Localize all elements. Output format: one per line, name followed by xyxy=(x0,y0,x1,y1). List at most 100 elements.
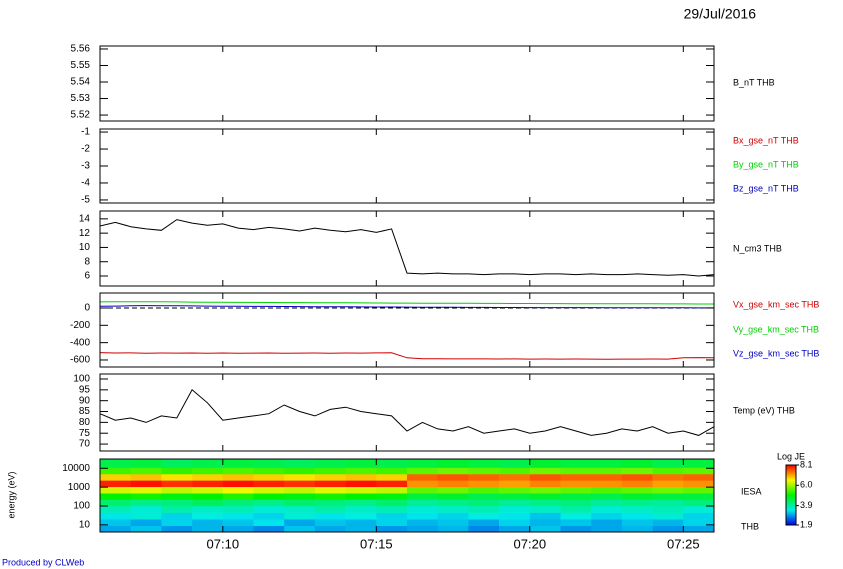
colorbar-step xyxy=(786,515,796,517)
series-line xyxy=(99,301,714,305)
y-tick-label: -3 xyxy=(81,161,90,172)
series-line xyxy=(99,389,715,436)
colorbar-step xyxy=(786,509,796,511)
heat-cell xyxy=(314,486,346,494)
y-tick-label: 12 xyxy=(79,228,91,239)
heat-cell xyxy=(499,525,531,533)
heat-cell xyxy=(253,499,285,507)
legend-label: N_cm3 THB xyxy=(733,243,782,253)
y-tick-label: 6 xyxy=(84,271,90,282)
heat-cell xyxy=(591,480,623,488)
heat-cell xyxy=(560,499,592,507)
heat-cell xyxy=(222,499,254,507)
heat-cell xyxy=(499,499,531,507)
heat-cell xyxy=(376,493,408,500)
heat-cell xyxy=(130,506,162,513)
colorbar-step xyxy=(786,518,796,520)
colorbar-step xyxy=(786,507,796,509)
heat-cell xyxy=(499,467,531,475)
heat-cell xyxy=(376,480,408,488)
heat-cell xyxy=(161,519,193,527)
heat-cell xyxy=(560,512,592,520)
heat-cell xyxy=(130,480,162,488)
heat-cell xyxy=(468,467,500,475)
colorbar-step xyxy=(786,465,796,467)
heat-cell xyxy=(468,493,500,500)
y-tick-label: 85 xyxy=(79,406,91,417)
heat-cell xyxy=(683,480,715,488)
colorbar-step xyxy=(786,504,796,506)
heat-cell xyxy=(376,499,408,507)
heat-cell xyxy=(407,473,438,481)
y-tick-label: 10000 xyxy=(62,463,90,474)
y-tick-label: 100 xyxy=(73,374,90,385)
heat-cell xyxy=(529,459,561,468)
heat-cell xyxy=(652,480,684,488)
heat-cell xyxy=(560,467,592,475)
legend-label: Bz_gse_nT THB xyxy=(733,183,799,193)
legend-label: Vy_gse_km_sec THB xyxy=(733,324,819,334)
heat-cell xyxy=(253,519,285,527)
heat-cell xyxy=(253,467,285,475)
heat-cell xyxy=(407,459,438,468)
heat-cell xyxy=(161,459,193,468)
heat-cell xyxy=(376,525,408,533)
y-tick-label: 0 xyxy=(84,303,90,314)
heat-cell xyxy=(376,459,408,468)
heat-cell xyxy=(499,486,531,494)
heat-cell xyxy=(652,519,684,527)
heat-cell xyxy=(192,467,224,475)
heat-cell xyxy=(560,519,592,527)
heat-cell xyxy=(284,519,316,527)
heat-cell xyxy=(100,473,131,481)
colorbar-step xyxy=(786,485,796,487)
heat-cell xyxy=(130,493,162,500)
x-tick-label: 07:25 xyxy=(667,536,700,551)
heat-cell xyxy=(161,467,193,475)
heat-cell xyxy=(253,473,285,481)
x-tick-label: 07:20 xyxy=(514,536,547,551)
colorbar-step xyxy=(786,516,796,518)
heat-cell xyxy=(314,480,346,488)
heat-cell xyxy=(652,525,684,533)
colorbar-step xyxy=(786,521,796,523)
heat-cell xyxy=(407,519,438,527)
colorbar-step xyxy=(786,486,796,488)
colorbar-step xyxy=(786,471,796,473)
heat-cell xyxy=(192,473,224,481)
heat-cell xyxy=(652,473,684,481)
heat-cell xyxy=(345,525,377,533)
heat-cell xyxy=(683,525,715,533)
heat-cell xyxy=(314,473,346,481)
colorbar-tick-label: 3.9 xyxy=(800,500,813,510)
heat-cell xyxy=(468,473,500,481)
colorbar-step xyxy=(786,494,796,496)
heat-cell xyxy=(130,525,162,533)
colorbar-step xyxy=(786,466,796,468)
colorbar-tick-label: 1.9 xyxy=(800,519,813,529)
colorbar-step xyxy=(786,470,796,472)
y-tick-label: 5.56 xyxy=(71,44,91,55)
heat-cell xyxy=(529,499,561,507)
heat-cell xyxy=(222,506,254,513)
panel-frame xyxy=(99,128,715,204)
heat-cell xyxy=(621,519,653,527)
heat-cell xyxy=(376,506,408,513)
heat-cell xyxy=(529,493,561,500)
heat-cell xyxy=(100,480,131,488)
colorbar-step xyxy=(786,508,796,510)
heat-cell xyxy=(345,506,377,513)
y-tick-label: 10 xyxy=(79,520,91,531)
heat-cell xyxy=(253,512,285,520)
heat-cell xyxy=(529,480,561,488)
colorbar-frame xyxy=(785,464,797,526)
panel-frame xyxy=(99,292,715,368)
colorbar-step xyxy=(786,468,796,470)
heat-cell xyxy=(652,499,684,507)
heat-cell xyxy=(652,467,684,475)
heat-cell xyxy=(529,512,561,520)
heat-cell xyxy=(222,493,254,500)
heat-cell xyxy=(222,459,254,468)
colorbar-step xyxy=(786,522,796,524)
series-line xyxy=(99,352,715,360)
